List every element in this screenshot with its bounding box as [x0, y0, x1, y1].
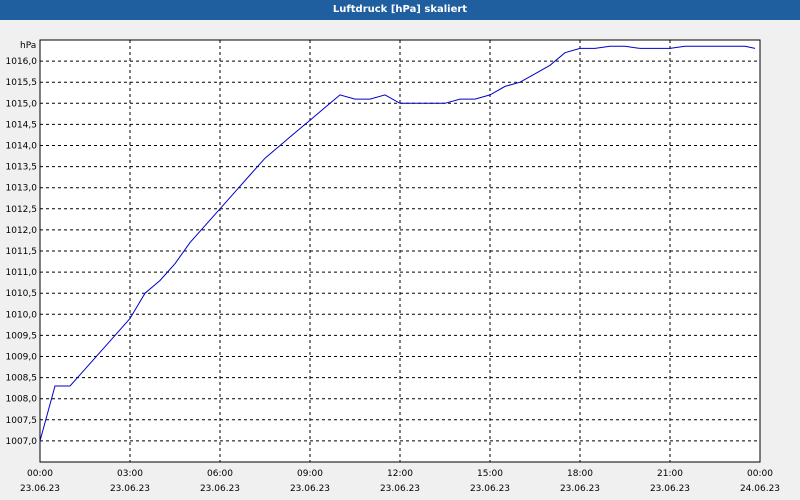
x-tick-time-label: 03:00	[117, 469, 143, 479]
x-tick-time-label: 00:00	[747, 469, 773, 479]
x-tick-time-label: 15:00	[477, 469, 503, 479]
y-axis-unit-label: hPa	[20, 41, 36, 51]
y-tick-label: 1009,5	[6, 331, 38, 341]
y-tick-label: 1010,5	[6, 289, 38, 299]
y-tick-label: 1013,5	[6, 163, 38, 173]
y-tick-label: 1008,5	[6, 374, 38, 384]
chart-area: 1007,0 1007,5 1008,0 1008,5 1009,0 1009,5 1010…	[6, 39, 780, 494]
x-tick-date-label: 23.06.23	[200, 484, 240, 494]
y-tick-label: 1014,5	[6, 120, 38, 130]
y-tick-label: 1010,0	[6, 310, 38, 320]
x-tick-date-label: 23.06.23	[470, 484, 510, 494]
x-tick-time-label: 00:00	[27, 469, 53, 479]
y-tick-label: 1011,5	[6, 247, 38, 257]
chart-title: Luftdruck [hPa] skaliert	[0, 0, 800, 20]
y-tick-label: 1012,0	[6, 226, 38, 236]
y-tick-label: 1012,5	[6, 205, 38, 215]
y-tick-label: 1013,0	[6, 184, 38, 194]
x-tick-time-label: 21:00	[657, 469, 683, 479]
x-tick-time-label: 06:00	[207, 469, 233, 479]
y-tick-label: 1015,0	[6, 99, 38, 109]
x-tick-date-label: 23.06.23	[560, 484, 600, 494]
x-tick-date-label: 23.06.23	[290, 484, 330, 494]
x-tick-date-label: 23.06.23	[110, 484, 150, 494]
y-tick-label: 1016,0	[6, 57, 38, 67]
y-tick-label: 1007,5	[6, 416, 38, 426]
y-tick-label: 1014,0	[6, 142, 38, 152]
x-tick-time-label: 12:00	[387, 469, 413, 479]
x-tick-date-label: 24.06.23	[740, 484, 780, 494]
y-tick-label: 1015,5	[6, 78, 38, 88]
y-tick-label: 1008,0	[6, 395, 38, 405]
x-tick-date-label: 23.06.23	[380, 484, 420, 494]
x-tick-time-label: 18:00	[567, 469, 593, 479]
x-tick-date-label: 23.06.23	[650, 484, 690, 494]
y-tick-label: 1011,0	[6, 268, 38, 278]
y-tick-label: 1009,0	[6, 353, 38, 363]
series-line-luftdruck	[39, 45, 756, 442]
y-tick-label: 1007,0	[6, 437, 38, 447]
x-tick-time-label: 09:00	[297, 469, 323, 479]
x-tick-date-label: 23.06.23	[20, 484, 60, 494]
